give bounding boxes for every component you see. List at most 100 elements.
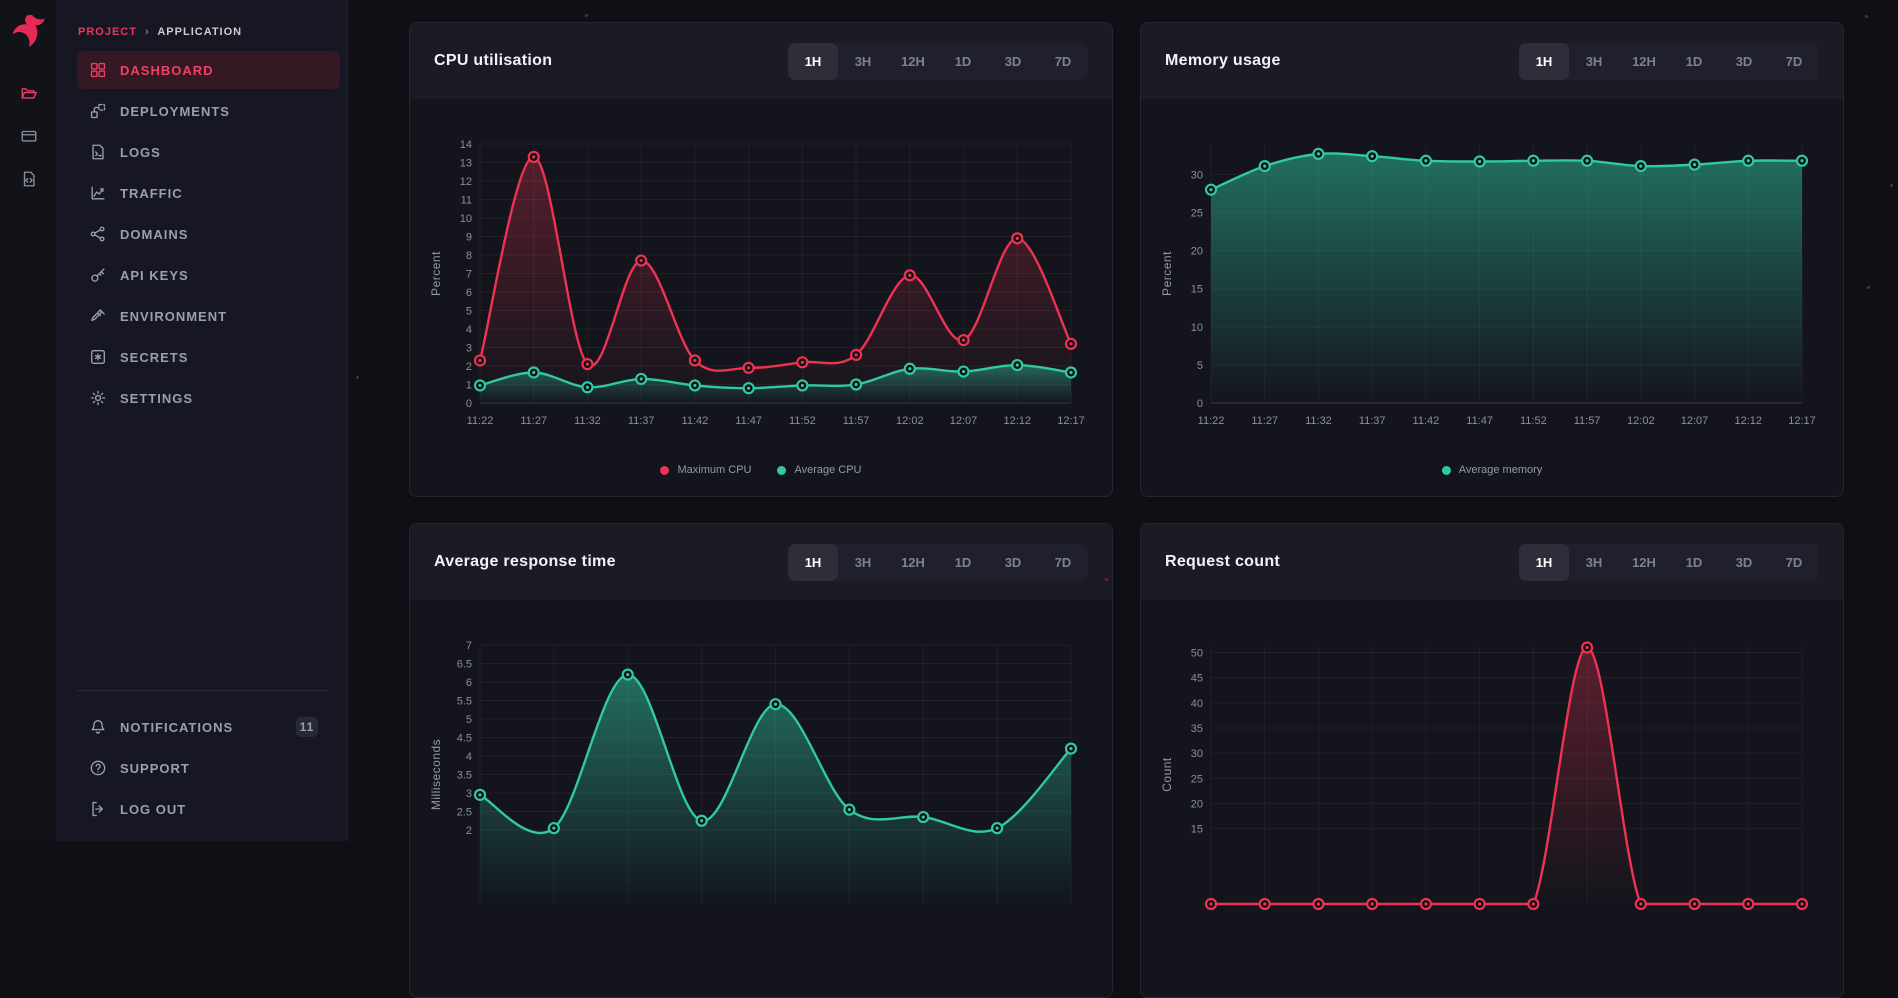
svg-text:11:37: 11:37 (628, 415, 655, 427)
range-button-12h[interactable]: 12H (888, 43, 938, 80)
sidebar-item-support[interactable]: SUPPORT (77, 749, 340, 787)
sidebar-item-api-keys[interactable]: API KEYS (77, 256, 340, 294)
sidebar-item-label: SETTINGS (120, 390, 194, 406)
sidebar-item-dashboard[interactable]: DASHBOARD (77, 51, 340, 89)
chart-title: Average response time (434, 553, 616, 570)
sidebar-item-domains[interactable]: DOMAINS (77, 215, 340, 253)
breadcrumb-application[interactable]: APPLICATION (157, 26, 243, 38)
chart-legend: Maximum CPU Average CPU (410, 464, 1112, 476)
svg-text:50: 50 (1191, 648, 1203, 660)
range-button-1h[interactable]: 1H (1519, 42, 1569, 80)
svg-text:20: 20 (1191, 798, 1203, 810)
deployments-icon (89, 102, 107, 120)
range-button-1h[interactable]: 1H (788, 543, 838, 581)
range-button-3d[interactable]: 3D (1719, 43, 1769, 80)
svg-text:10: 10 (460, 213, 472, 225)
chart-title: Memory usage (1165, 52, 1281, 69)
svg-text:12:12: 12:12 (1735, 415, 1763, 427)
svg-text:11:52: 11:52 (1520, 415, 1547, 427)
range-button-1d[interactable]: 1D (1669, 544, 1719, 581)
svg-text:2: 2 (466, 825, 472, 837)
particle-dot (585, 14, 588, 17)
icon-rail (0, 0, 58, 841)
requests-chart: 15 20 25 30 35 40 45 50 Count (1160, 641, 1809, 911)
svg-text:15: 15 (1191, 284, 1203, 296)
range-button-12h[interactable]: 12H (888, 544, 938, 581)
billing-card-icon[interactable] (20, 127, 38, 145)
range-button-3d[interactable]: 3D (988, 544, 1038, 581)
svg-text:7: 7 (466, 269, 472, 281)
breadcrumb-separator: › (145, 26, 150, 38)
secrets-icon (89, 348, 107, 366)
sidebar-item-label: ENVIRONMENT (120, 308, 228, 324)
range-button-1d[interactable]: 1D (1669, 43, 1719, 80)
svg-text:11:37: 11:37 (1359, 415, 1386, 427)
chart-area: 15 20 25 30 35 40 45 50 Count (1141, 622, 1843, 959)
svg-text:11:42: 11:42 (1413, 415, 1440, 427)
file-code-icon[interactable] (20, 170, 38, 188)
sidebar-item-deployments[interactable]: DEPLOYMENTS (77, 92, 340, 130)
svg-text:6: 6 (466, 677, 472, 689)
range-button-7d[interactable]: 7D (1769, 43, 1819, 80)
svg-text:14: 14 (460, 139, 472, 151)
legend-dot (1441, 465, 1451, 475)
sidebar-item-environment[interactable]: ENVIRONMENT (77, 297, 340, 335)
time-range-selector: 1H 3H 12H 1D 3D 7D (788, 42, 1088, 80)
nest-logo[interactable] (10, 12, 48, 50)
svg-text:11:22: 11:22 (467, 415, 494, 427)
range-button-3h[interactable]: 3H (838, 43, 888, 80)
svg-text:11:47: 11:47 (1466, 415, 1493, 427)
folder-open-icon[interactable] (20, 84, 38, 102)
svg-text:11:22: 11:22 (1198, 415, 1225, 427)
svg-text:8: 8 (466, 250, 472, 262)
range-button-3h[interactable]: 3H (838, 544, 888, 581)
range-button-1h[interactable]: 1H (1519, 543, 1569, 581)
bell-icon (89, 718, 107, 736)
sidebar-item-logs[interactable]: LOGS (77, 133, 340, 171)
sidebar-item-secrets[interactable]: SECRETS (77, 338, 340, 376)
svg-text:12:02: 12:02 (896, 415, 924, 427)
svg-text:13: 13 (460, 158, 472, 170)
sidebar-item-traffic[interactable]: TRAFFIC (77, 174, 340, 212)
range-button-12h[interactable]: 12H (1619, 43, 1669, 80)
chart-title: Request count (1165, 553, 1281, 570)
svg-text:11:52: 11:52 (789, 415, 816, 427)
svg-text:Percent: Percent (1160, 251, 1174, 296)
range-button-3h[interactable]: 3H (1569, 43, 1619, 80)
particle-dot (1865, 15, 1868, 18)
svg-text:0: 0 (1197, 398, 1203, 410)
sidebar: PROJECT › APPLICATION DASHBOARD DEPLOYMEN… (58, 0, 348, 841)
sidebar-item-notifications[interactable]: NOTIFICATIONS 11 (77, 708, 340, 746)
svg-text:3: 3 (466, 343, 472, 355)
range-button-3h[interactable]: 3H (1569, 544, 1619, 581)
range-button-7d[interactable]: 7D (1769, 544, 1819, 581)
range-button-7d[interactable]: 7D (1038, 43, 1088, 80)
sidebar-item-label: NOTIFICATIONS (120, 719, 234, 735)
sidebar-item-settings[interactable]: SETTINGS (77, 379, 340, 417)
range-button-1d[interactable]: 1D (938, 544, 988, 581)
range-button-3d[interactable]: 3D (988, 43, 1038, 80)
legend-dot (777, 465, 787, 475)
breadcrumb-project[interactable]: PROJECT (78, 26, 137, 38)
range-button-7d[interactable]: 7D (1038, 544, 1088, 581)
traffic-icon (89, 184, 107, 202)
svg-text:5.5: 5.5 (457, 696, 472, 708)
svg-text:11:27: 11:27 (1251, 415, 1278, 427)
svg-text:6: 6 (466, 287, 472, 299)
svg-text:2: 2 (466, 361, 472, 373)
range-button-1h[interactable]: 1H (788, 42, 838, 80)
chart-area: 2 2.5 3 3.5 4 4.5 5 5.5 6 6.5 7 Milliseconds (410, 622, 1112, 959)
card-header: Memory usage 1H 3H 12H 1D 3D 7D (1141, 23, 1843, 99)
particle-dot (1867, 286, 1870, 289)
range-button-3d[interactable]: 3D (1719, 544, 1769, 581)
sidebar-item-log-out[interactable]: LOG OUT (77, 790, 340, 828)
svg-text:25: 25 (1191, 773, 1203, 785)
range-button-12h[interactable]: 12H (1619, 544, 1669, 581)
chart-title: CPU utilisation (434, 52, 553, 69)
range-button-1d[interactable]: 1D (938, 43, 988, 80)
time-range-selector: 1H 3H 12H 1D 3D 7D (788, 543, 1088, 581)
svg-text:45: 45 (1191, 673, 1203, 685)
card-header: Average response time 1H 3H 12H 1D 3D 7D (410, 524, 1112, 600)
legend-label: Average memory (1458, 464, 1543, 476)
svg-text:9: 9 (466, 232, 472, 244)
